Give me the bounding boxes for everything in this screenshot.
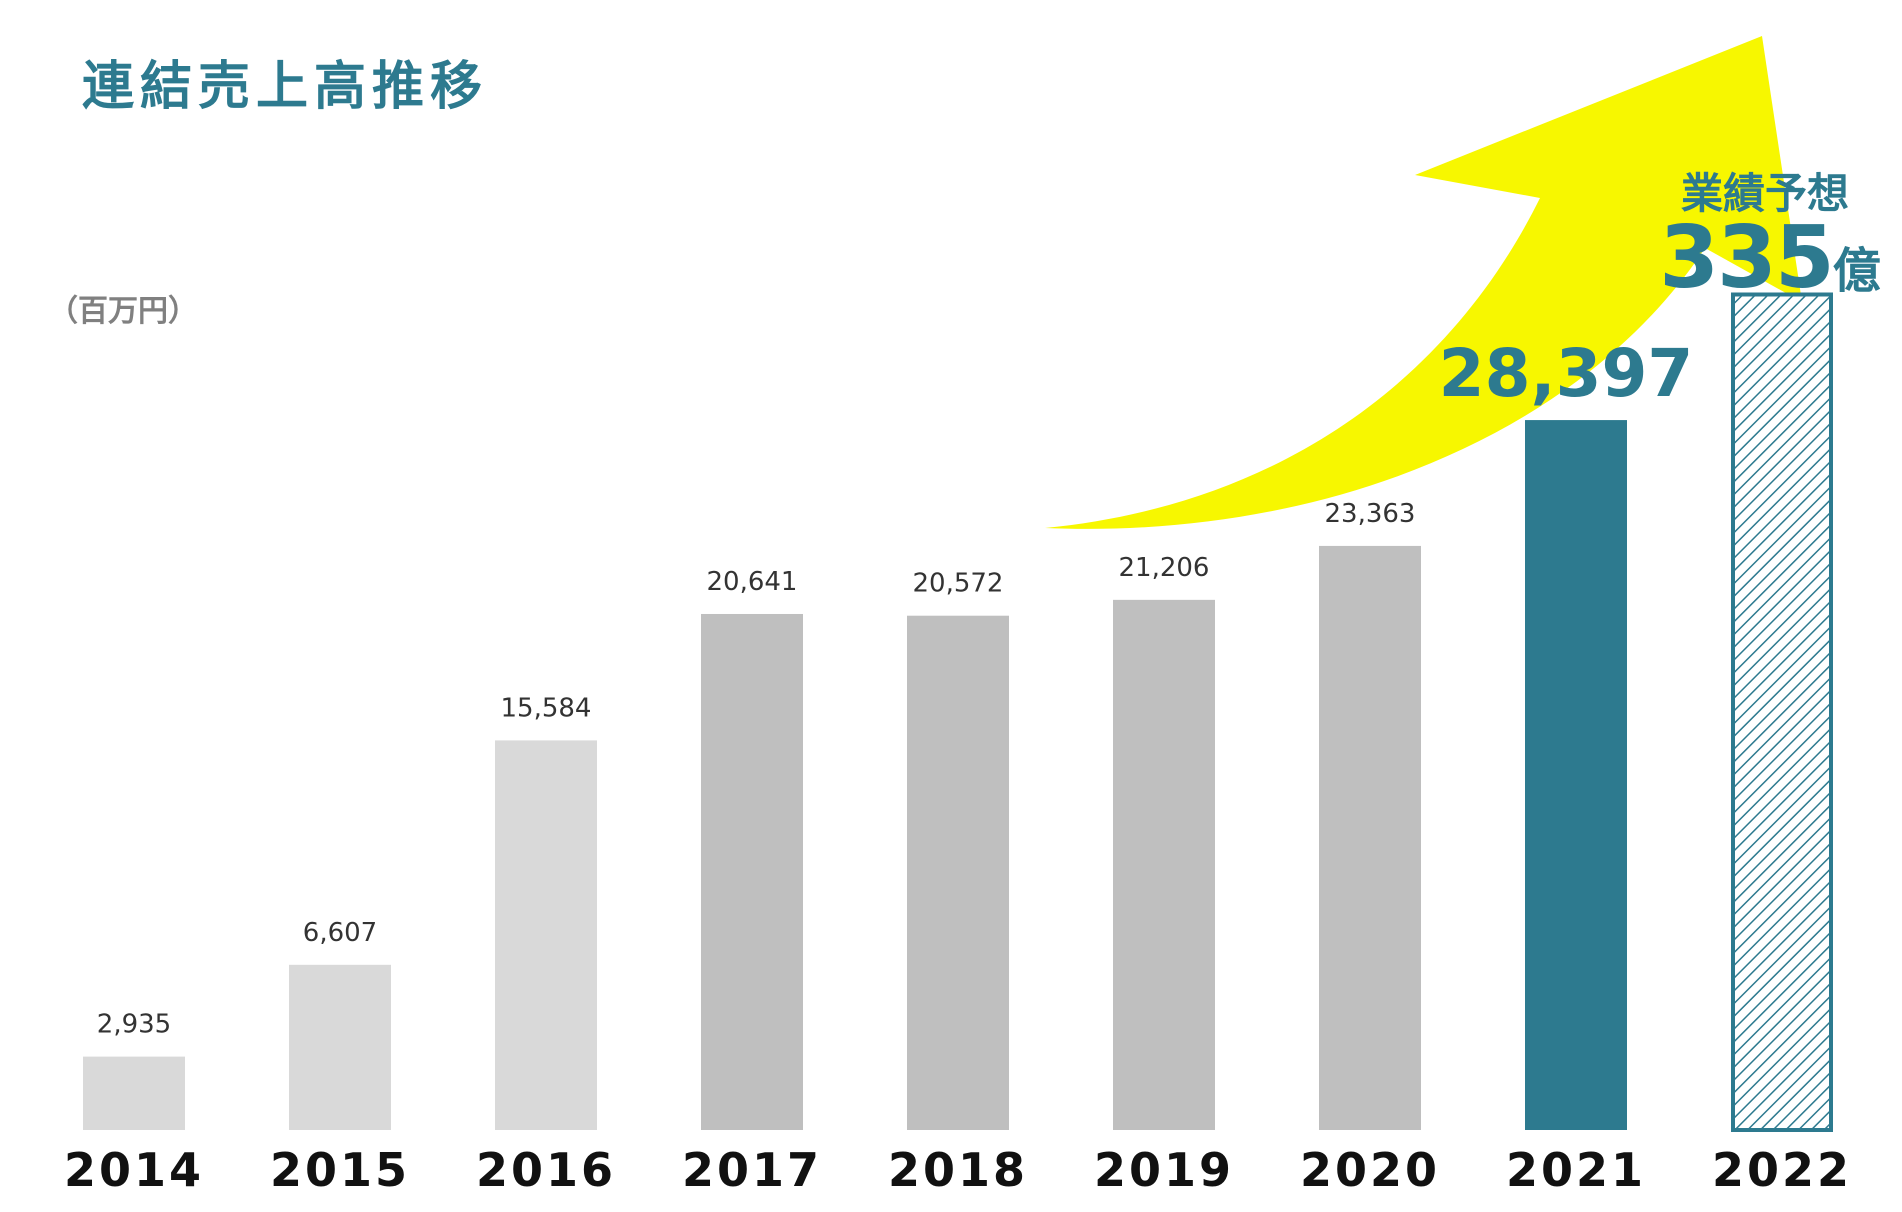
bar-2015 — [289, 964, 391, 1130]
bar-2021 — [1525, 420, 1627, 1130]
x-tick-2015: 2015 — [270, 1143, 410, 1197]
x-tick-2017: 2017 — [682, 1143, 822, 1197]
data-label-2015: 6,607 — [303, 918, 377, 948]
growth-arrow — [1045, 36, 1802, 529]
x-tick-2022: 2022 — [1712, 1143, 1852, 1197]
bar-2018 — [907, 615, 1009, 1130]
data-label-2019: 21,206 — [1119, 553, 1210, 583]
x-tick-2019: 2019 — [1094, 1143, 1234, 1197]
forecast-value-suffix: 億 — [1832, 243, 1881, 299]
bar-2017 — [701, 613, 803, 1130]
x-tick-2014: 2014 — [64, 1143, 204, 1197]
forecast-value: 335億 — [1644, 208, 1896, 308]
data-label-2020: 23,363 — [1325, 499, 1416, 529]
x-tick-2021: 2021 — [1506, 1143, 1646, 1197]
x-tick-2016: 2016 — [476, 1143, 616, 1197]
bar-2016 — [495, 740, 597, 1130]
data-label-2016: 15,584 — [501, 693, 592, 723]
x-tick-2020: 2020 — [1300, 1143, 1440, 1197]
data-label-2018: 20,572 — [913, 569, 1004, 599]
bar-2022 — [1731, 292, 1833, 1132]
bar-2019 — [1113, 599, 1215, 1130]
data-label-2021: 28,397 — [1439, 335, 1694, 412]
bar-2014 — [83, 1056, 185, 1130]
x-tick-2018: 2018 — [888, 1143, 1028, 1197]
forecast-label: 業績予想 — [1680, 169, 1849, 218]
data-label-2014: 2,935 — [97, 1010, 171, 1040]
bar-2020 — [1319, 545, 1421, 1130]
chart-title: 連結売上高推移 — [82, 57, 489, 117]
data-label-2017: 20,641 — [707, 567, 798, 597]
forecast-value-number: 335 — [1659, 208, 1835, 308]
unit-label: （百万円） — [48, 294, 198, 329]
